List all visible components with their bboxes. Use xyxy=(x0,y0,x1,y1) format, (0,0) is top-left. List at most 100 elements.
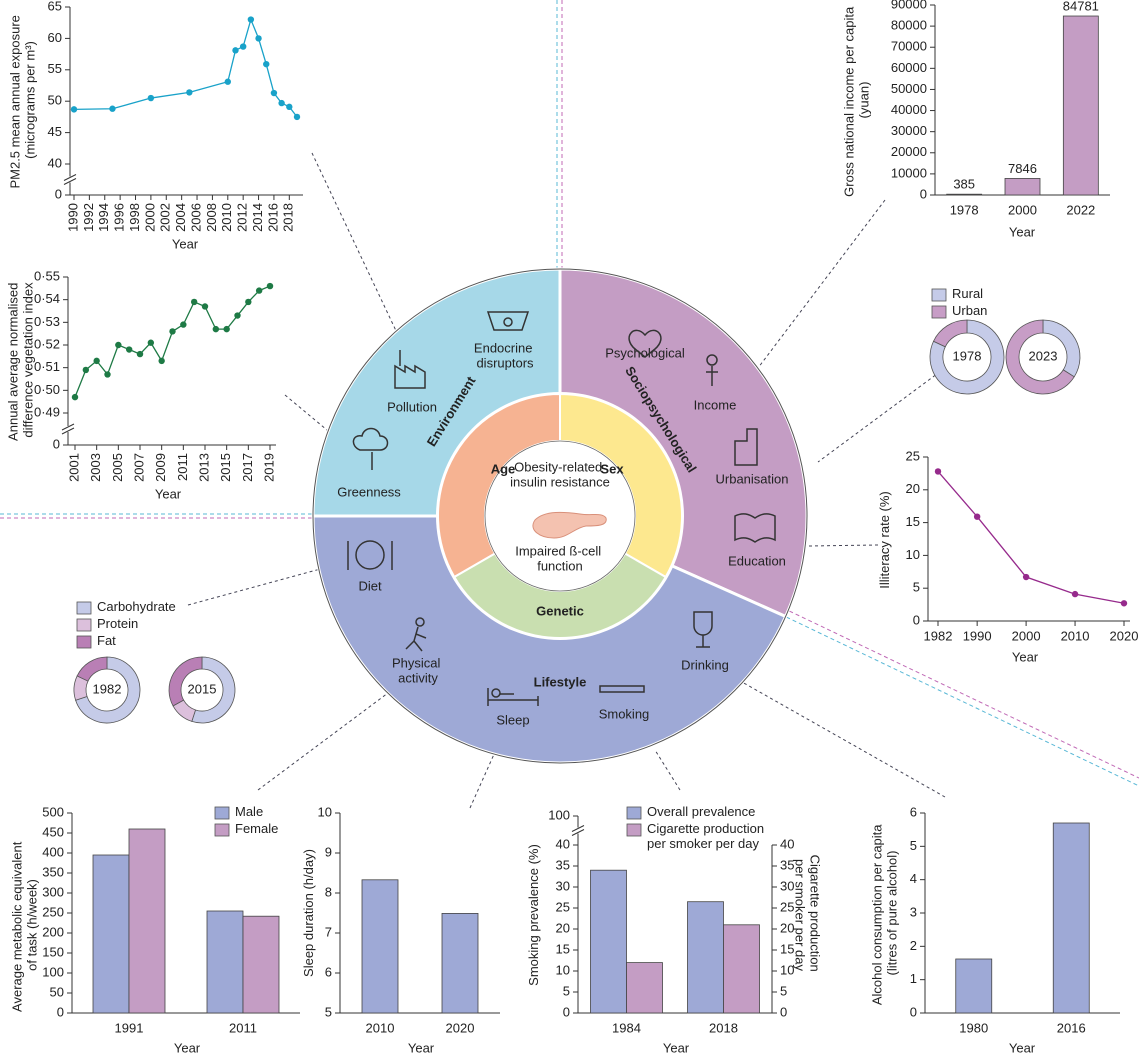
x-tick-label: 2003 xyxy=(88,453,103,482)
data-point xyxy=(293,113,301,121)
axis-break xyxy=(63,174,77,181)
y-tick-label: 7 xyxy=(325,924,332,939)
y-tick-label: 4 xyxy=(910,871,917,886)
legend-swatch xyxy=(76,601,92,615)
factor-label: Education xyxy=(728,553,786,568)
bar xyxy=(1004,178,1041,196)
y-tick-label: 0·50 xyxy=(34,382,60,397)
axis-break xyxy=(571,825,585,832)
y-tick-label: 250 xyxy=(42,904,64,919)
y-tick-label: 5 xyxy=(563,983,570,998)
y-tick-label: 45 xyxy=(48,124,62,139)
bar xyxy=(128,828,166,1014)
x-tick-label: 2002 xyxy=(158,203,173,232)
x-tick-label: 2016 xyxy=(265,203,280,232)
legend-swatch xyxy=(76,618,92,632)
data-point xyxy=(71,393,79,401)
data-point xyxy=(104,371,111,378)
y-tick-label: 8 xyxy=(325,884,332,899)
x-tick-label: 2012 xyxy=(235,203,250,232)
data-point xyxy=(245,298,252,306)
legend-swatch xyxy=(626,823,642,837)
axis-break xyxy=(64,176,76,183)
x-axis-label: Year xyxy=(408,1040,435,1055)
factor-label: Pollution xyxy=(387,399,437,414)
bar xyxy=(946,193,983,196)
x-tick-label: 1978 xyxy=(950,202,979,217)
donut-segment xyxy=(168,656,203,707)
y-tick-label: 65 xyxy=(48,0,62,13)
y-axis-label: Annual average normalised difference veg… xyxy=(6,279,36,441)
data-point xyxy=(109,105,116,112)
axis-break xyxy=(61,423,75,431)
legend-label: Cigarette production per smoker per day xyxy=(647,821,768,851)
y-tick-label: 100 xyxy=(42,964,64,979)
axis-break xyxy=(62,426,74,432)
x-tick-label: 2016 xyxy=(1057,1020,1086,1035)
x-tick-label: 1994 xyxy=(96,203,111,232)
y-tick-label: 0·49 xyxy=(34,404,60,419)
y-tick-label: 2 xyxy=(910,938,917,953)
x-tick-label: 2020 xyxy=(446,1020,475,1035)
legend-label: Carbohydrate xyxy=(97,599,176,614)
x-tick-label: 2019 xyxy=(261,453,276,482)
y-tick-label: 0·52 xyxy=(34,336,60,351)
x-tick-label: 2005 xyxy=(110,453,125,482)
x-tick-label: 1998 xyxy=(127,203,142,232)
y-tick-label: 50 xyxy=(48,93,62,108)
y-tick-label: 40000 xyxy=(891,102,927,117)
x-tick-label: 1984 xyxy=(612,1020,641,1035)
bar xyxy=(361,879,399,1014)
y-tick-label: 150 xyxy=(42,944,64,959)
x-axis-label: Year xyxy=(1012,649,1039,664)
y-tick-label: 0 xyxy=(57,1004,64,1019)
x-tick-label: 2000 xyxy=(1012,628,1041,643)
legend-label: Male xyxy=(235,804,263,819)
y-tick-label: 25 xyxy=(780,899,794,914)
y-tick-label: 0·54 xyxy=(34,291,60,306)
data-point xyxy=(278,99,285,107)
y-tick-label: 5 xyxy=(780,983,787,998)
data-line xyxy=(73,17,298,118)
y-tick-label: 40 xyxy=(780,836,794,851)
data-point xyxy=(286,103,293,111)
factor-label: Diet xyxy=(358,578,382,593)
x-tick-label: 2009 xyxy=(153,453,168,482)
divider-lines xyxy=(0,0,1139,787)
y-tick-label: 40 xyxy=(556,836,570,851)
y-axis-label: Gross national income per capita (yuan) xyxy=(842,3,872,197)
data-point xyxy=(212,325,220,333)
y-tick-label: 5 xyxy=(913,580,920,595)
legend-label: Protein xyxy=(97,616,138,631)
centre-label: Obesity-related insulin resistance xyxy=(510,460,610,490)
axis-break xyxy=(572,827,584,834)
y-axis-label: PM2.5 mean annual exposure (micrograms p… xyxy=(8,11,38,188)
data-point xyxy=(255,287,263,294)
factor-label: Physical activity xyxy=(392,656,444,686)
y-tick-label: 35 xyxy=(780,857,794,872)
data-point xyxy=(180,321,187,328)
bar xyxy=(1052,822,1090,1014)
bar xyxy=(590,869,627,1014)
y-tick-label: 200 xyxy=(42,924,64,939)
y-tick-label: 0 xyxy=(910,1004,917,1019)
data-point xyxy=(234,312,241,319)
x-axis-label: Year xyxy=(1009,1040,1036,1055)
x-tick-label: 1982 xyxy=(924,628,953,643)
data-point xyxy=(232,47,239,54)
data-point xyxy=(201,303,209,310)
y-tick-label: 0 xyxy=(920,186,927,201)
data-point xyxy=(147,339,155,346)
bar xyxy=(441,913,479,1014)
factor-label: Income xyxy=(694,397,737,412)
data-point xyxy=(270,89,278,97)
factor-label: Sleep xyxy=(496,712,529,727)
data-point xyxy=(115,341,122,349)
y-tick-label: 50000 xyxy=(891,81,927,96)
x-axis-label: Year xyxy=(1009,224,1036,239)
y-axis-label: Illiteracy rate (%) xyxy=(877,491,892,589)
donut-centre-label: 2015 xyxy=(188,681,217,696)
legend-swatch xyxy=(76,635,92,649)
y-tick-label: 1 xyxy=(910,971,917,986)
data-point xyxy=(136,350,144,358)
